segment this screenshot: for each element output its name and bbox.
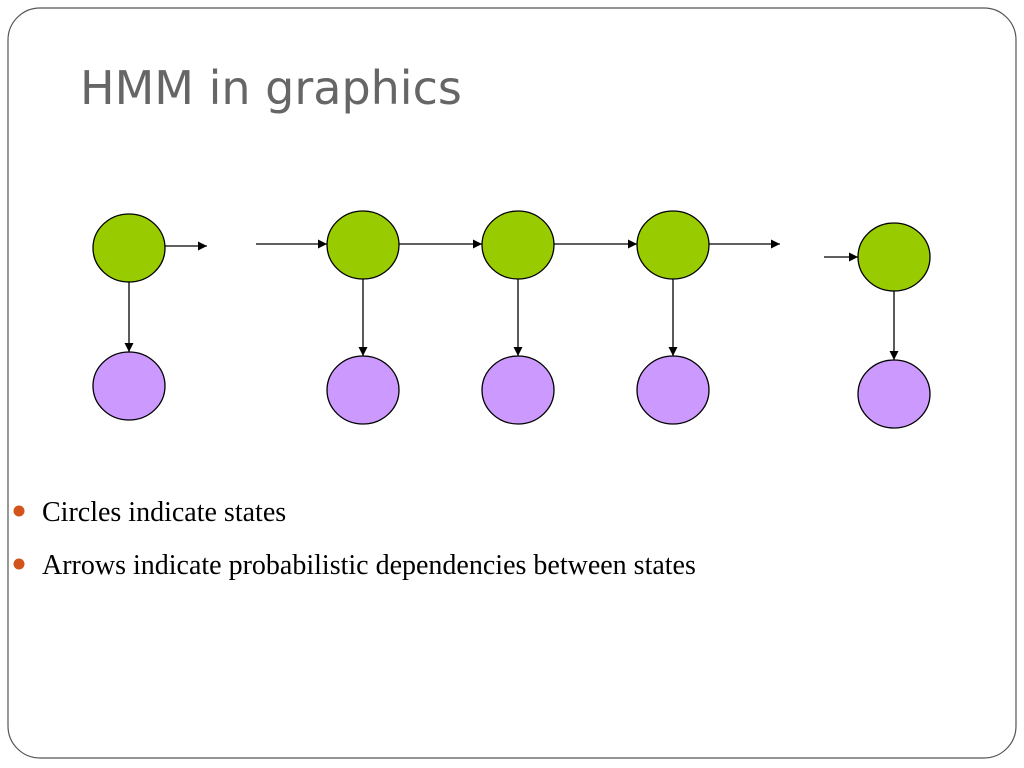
observations [92,351,931,429]
observation-circle [857,359,931,429]
hmm-diagram [92,210,931,429]
observation-circle [636,355,710,425]
bullet-text: Arrows indicate probabilistic dependenci… [42,550,696,581]
state-circle [481,210,555,280]
observation-circle [481,355,555,425]
state-circle [857,222,931,292]
observation-circle [92,351,166,421]
state-circle [92,213,166,283]
state-circle [326,210,400,280]
hidden-states [92,210,931,292]
bullet-text: Circles indicate states [42,497,286,528]
state-circle [636,210,710,280]
bullet-list: Circles indicate states Arrows indicate … [13,497,696,581]
bullet-dot [13,505,25,517]
slide-title: HMM in graphics [80,61,462,115]
bullet-dot [13,558,25,570]
arrows [124,239,899,360]
observation-circle [326,355,400,425]
